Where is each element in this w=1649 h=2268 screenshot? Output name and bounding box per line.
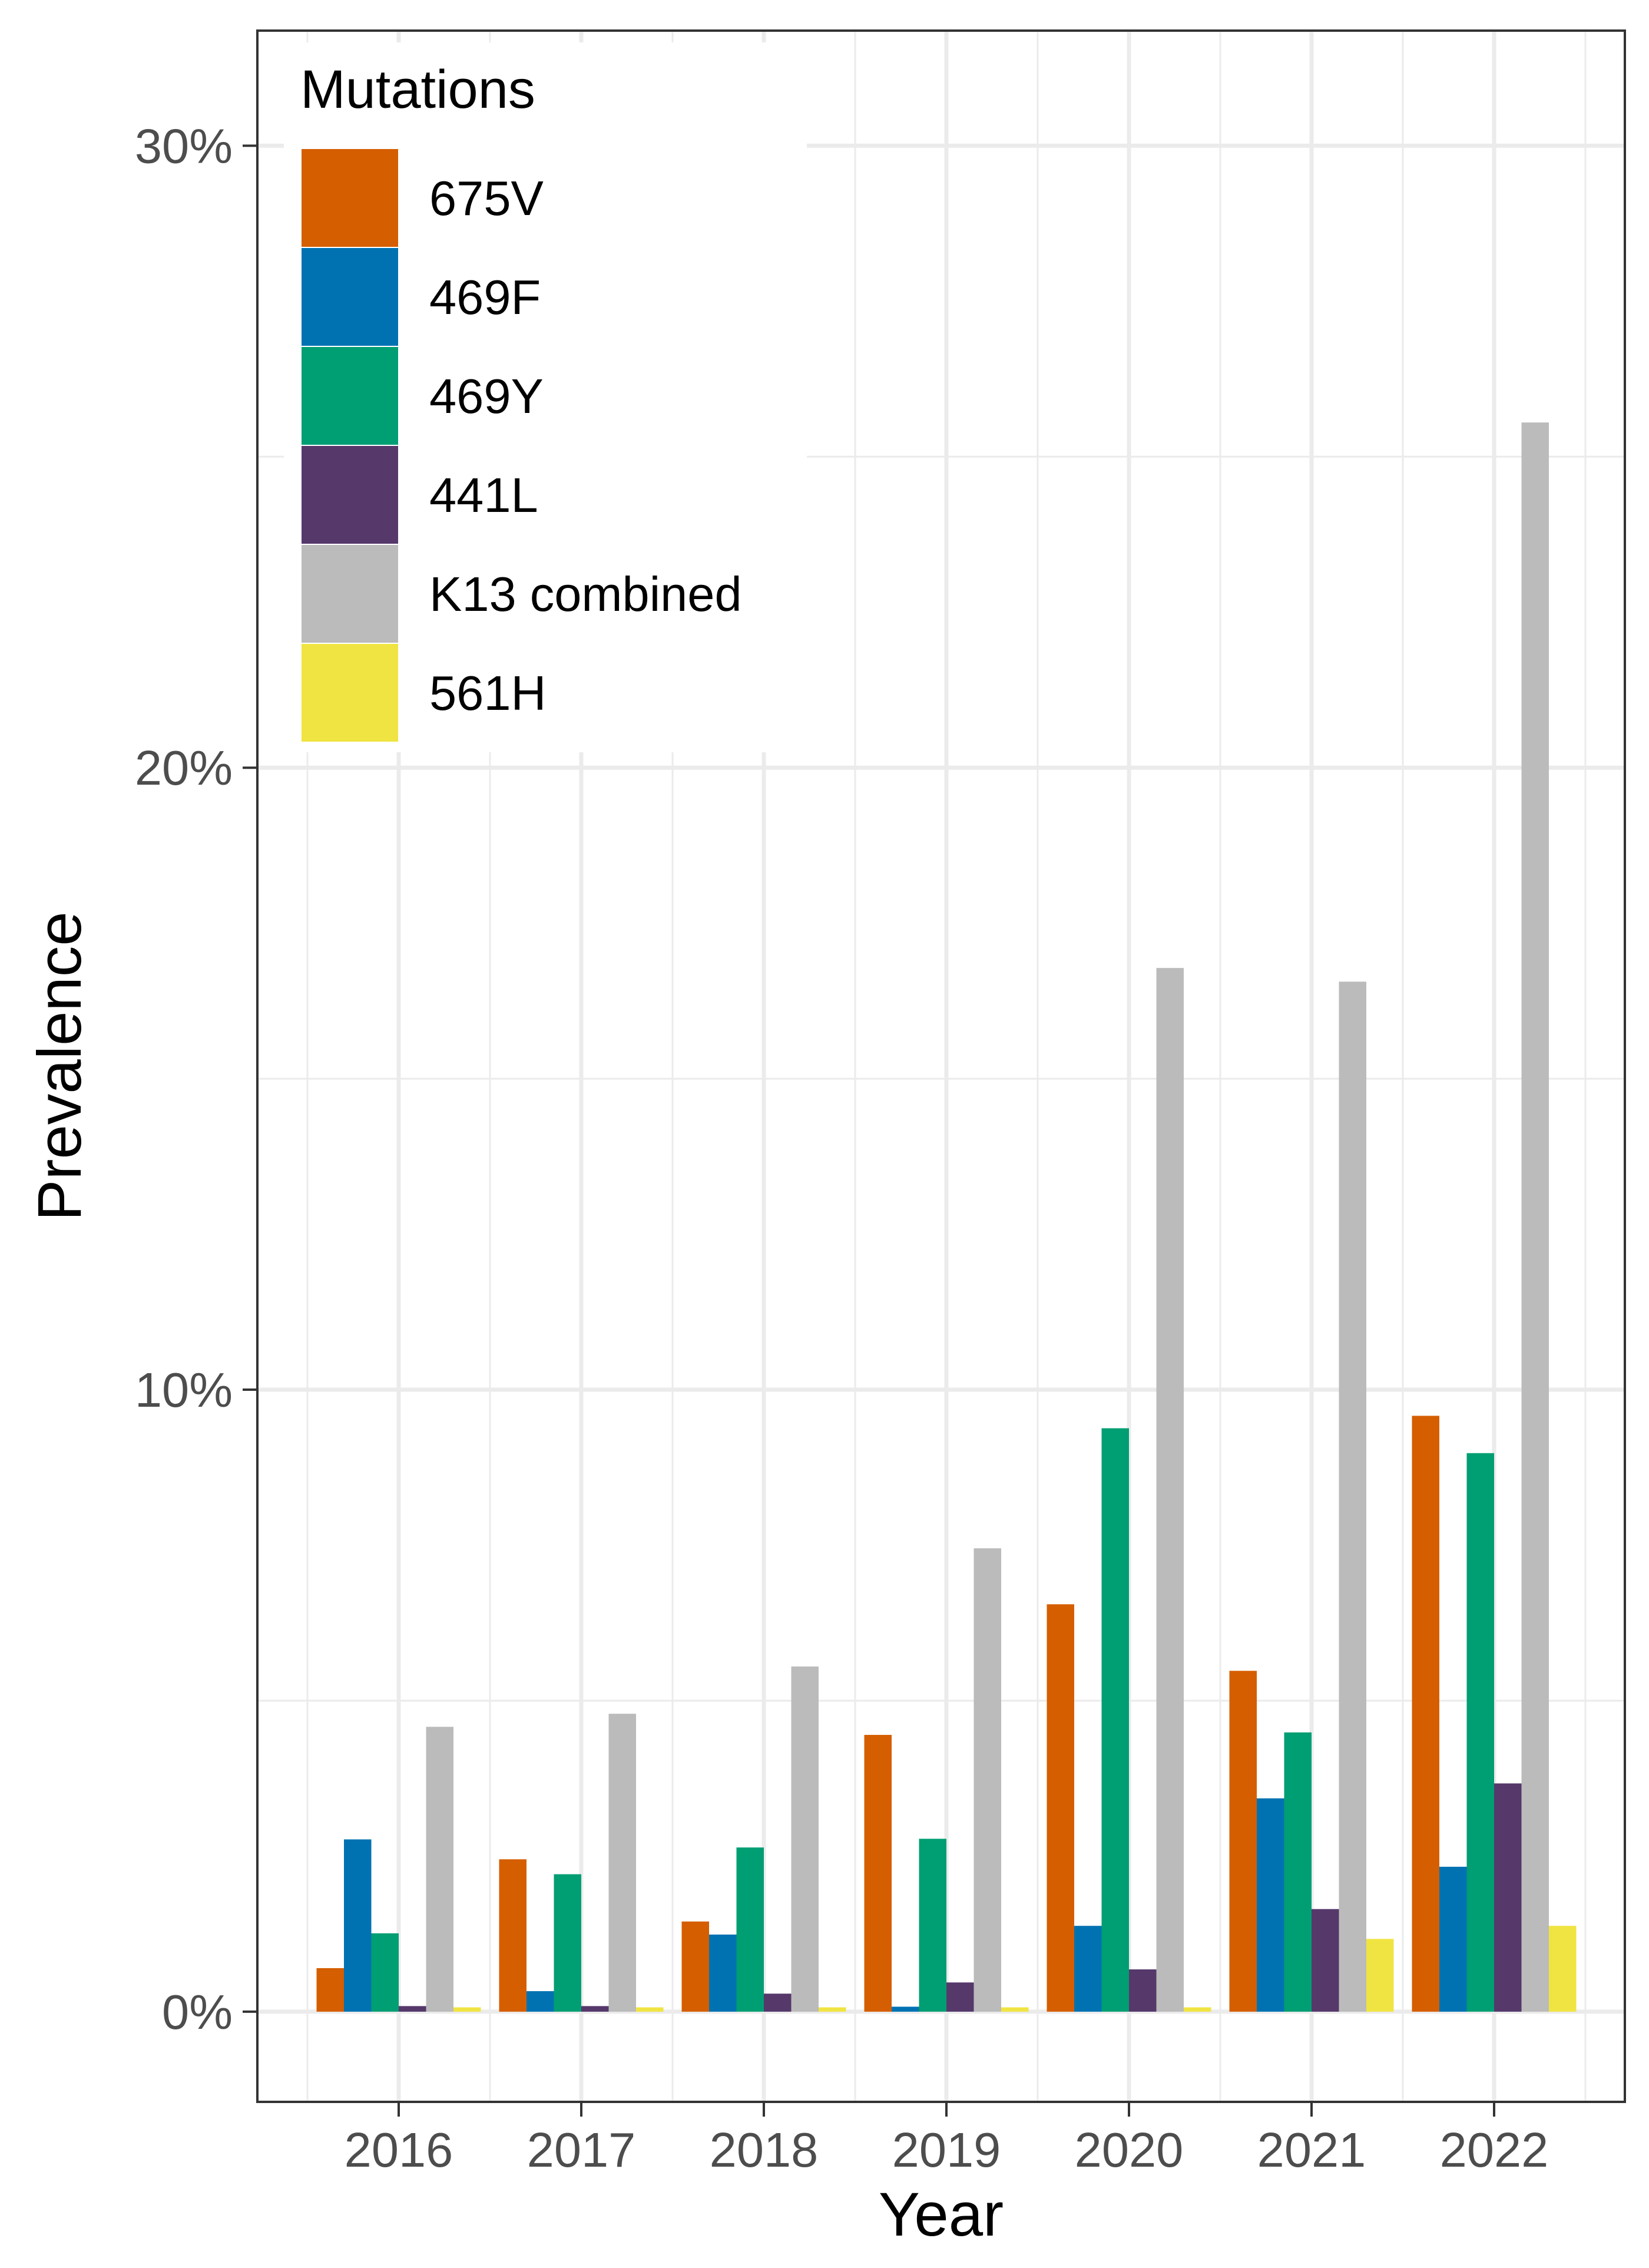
plot-panel-border <box>256 29 1626 2103</box>
bar <box>1412 1416 1439 2012</box>
bar <box>1366 1939 1394 2012</box>
bar <box>426 1727 453 2012</box>
x-tick-label: 2016 <box>345 2122 453 2177</box>
bar <box>1494 1783 1522 2012</box>
legend: Mutations 675V 469F 469Y 441L K13 combined 56… <box>284 42 807 752</box>
bar <box>681 1921 709 2012</box>
legend-label: 675V <box>429 171 544 226</box>
x-tick-label: 2017 <box>527 2122 636 2177</box>
legend-title: Mutations <box>300 59 535 120</box>
bar <box>1101 1428 1129 2012</box>
bar <box>1466 1453 1494 2012</box>
bar <box>919 1839 946 2012</box>
x-tick-label: 2021 <box>1257 2122 1366 2177</box>
bar <box>1184 2007 1211 2012</box>
y-tick-label: 0% <box>162 1985 233 2039</box>
legend-key <box>302 248 398 346</box>
bar <box>344 1839 372 2012</box>
legend-label: 469F <box>429 270 541 325</box>
bar <box>1229 1671 1257 2012</box>
bar <box>1047 1604 1074 2012</box>
legend-key <box>302 446 398 544</box>
bar <box>864 1735 892 2012</box>
legend-key <box>302 644 398 742</box>
bars <box>316 422 1577 2012</box>
bar <box>636 2007 664 2012</box>
bar <box>1284 1732 1312 2012</box>
bar <box>1549 1926 1577 2012</box>
bar <box>709 1934 737 2012</box>
bar <box>1439 1866 1467 2012</box>
bar <box>1156 968 1184 2012</box>
y-tick-label: 20% <box>135 740 233 795</box>
legend-key <box>302 149 398 247</box>
bar <box>608 1714 636 2012</box>
bar <box>371 1933 399 2012</box>
legend-label: K13 combined <box>429 567 742 621</box>
legend-key <box>302 347 398 445</box>
legend-label: 441L <box>429 468 538 523</box>
bar <box>399 2006 426 2012</box>
x-tick-label: 2020 <box>1075 2122 1184 2177</box>
legend-label: 561H <box>429 666 546 720</box>
bar <box>1074 1926 1102 2012</box>
y-tick-label: 10% <box>135 1363 233 1417</box>
legend-key <box>302 545 398 643</box>
bar <box>316 1968 344 2012</box>
x-tick-label: 2018 <box>710 2122 819 2177</box>
bar <box>1129 1969 1157 2012</box>
legend-items: 675V 469F 469Y 441L K13 combined 561H <box>302 149 742 742</box>
axes: 0% 10% 20% 30% 2016 2017 2018 2019 2020 2021 2022 <box>135 118 1548 2177</box>
x-tick-label: 2019 <box>892 2122 1001 2177</box>
bar <box>527 1991 554 2012</box>
bar <box>499 1859 527 2012</box>
x-axis-title: Year <box>879 2180 1004 2249</box>
bar <box>973 1548 1001 2012</box>
bar <box>892 2006 919 2012</box>
y-tick-label: 30% <box>135 118 233 173</box>
bar <box>453 2007 481 2012</box>
bar <box>819 2007 846 2012</box>
bar <box>946 1982 974 2012</box>
bar <box>581 2006 609 2012</box>
bar <box>764 1993 792 2012</box>
bar <box>736 1847 764 2012</box>
y-axis-title: Prevalence <box>25 911 94 1221</box>
x-tick-label: 2022 <box>1440 2122 1549 2177</box>
bar <box>1257 1798 1284 2012</box>
bar <box>1001 2007 1029 2012</box>
bar <box>1312 1909 1339 2012</box>
bar <box>554 1874 581 2012</box>
bar <box>1521 422 1549 2012</box>
bar <box>1339 981 1366 2012</box>
legend-label: 469Y <box>429 369 544 424</box>
bar <box>791 1666 819 2012</box>
